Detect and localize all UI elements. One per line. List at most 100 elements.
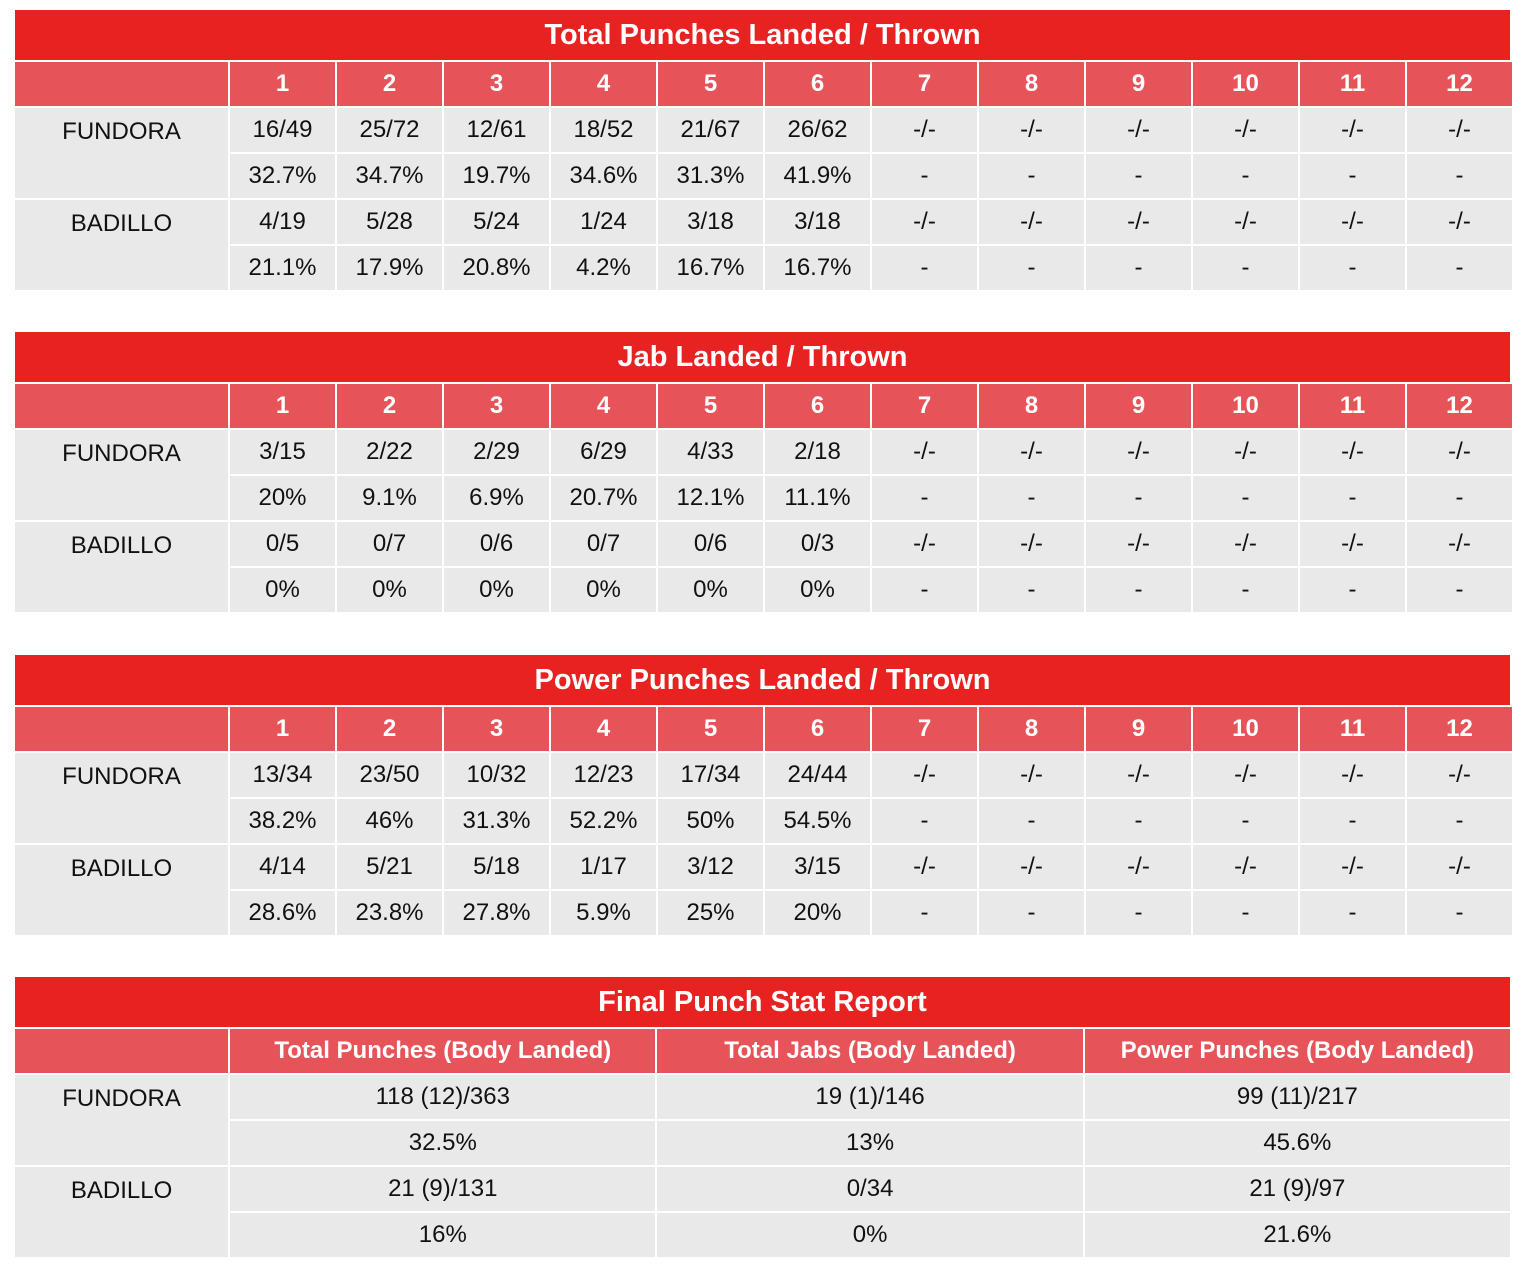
count-cell: 0/5: [228, 520, 335, 566]
pct-cell: -: [1405, 889, 1512, 935]
count-cell: -/-: [870, 428, 977, 474]
pct-cell: 16%: [228, 1211, 656, 1257]
pct-cell: 20.8%: [442, 244, 549, 290]
count-cell: 4/14: [228, 843, 335, 889]
count-cell: 0/3: [763, 520, 870, 566]
fighter-pct-row: 38.2% 46% 31.3% 52.2% 50% 54.5% - - - - - -: [15, 797, 1512, 843]
pct-cell: -: [1084, 889, 1191, 935]
pct-cell: -: [977, 566, 1084, 612]
header-blank: [15, 60, 228, 106]
pct-cell: 32.7%: [228, 152, 335, 198]
pct-cell: -: [1298, 474, 1405, 520]
pct-cell: 45.6%: [1082, 1119, 1510, 1165]
round-header: 7: [870, 60, 977, 106]
count-cell: 118 (12)/363: [228, 1073, 656, 1119]
pct-cell: -: [977, 152, 1084, 198]
header-row: Total Punches (Body Landed) Total Jabs (B…: [15, 1027, 1510, 1073]
pct-cell: 0%: [763, 566, 870, 612]
fighter-pct-row: 32.7% 34.7% 19.7% 34.6% 31.3% 41.9% - - - - - -: [15, 152, 1512, 198]
pct-cell: -: [1191, 244, 1298, 290]
count-cell: -/-: [870, 751, 977, 797]
pct-cell: 31.3%: [442, 797, 549, 843]
count-cell: -/-: [1298, 520, 1405, 566]
count-cell: -/-: [1298, 751, 1405, 797]
count-cell: 3/12: [656, 843, 763, 889]
round-header: 2: [335, 705, 442, 751]
count-cell: 10/32: [442, 751, 549, 797]
count-cell: 25/72: [335, 106, 442, 152]
round-header: 3: [442, 382, 549, 428]
jab-section: Jab Landed / Thrown 1 2 3 4 5 6 7 8 9 10 11 12 FUNDO…: [15, 332, 1512, 612]
stats-table: 1 2 3 4 5 6 7 8 9 10 11 12 FUNDORA 13/34 23/50 10/32 12/…: [15, 705, 1512, 935]
count-cell: 5/21: [335, 843, 442, 889]
pct-cell: 0%: [228, 566, 335, 612]
round-header: 10: [1191, 382, 1298, 428]
fighter-pct-row: 28.6% 23.8% 27.8% 5.9% 25% 20% - - - - - -: [15, 889, 1512, 935]
pct-cell: 12.1%: [656, 474, 763, 520]
round-header: 4: [549, 60, 656, 106]
count-cell: 19 (1)/146: [655, 1073, 1083, 1119]
count-cell: -/-: [1084, 751, 1191, 797]
round-header: 7: [870, 382, 977, 428]
round-header: 8: [977, 382, 1084, 428]
round-header: 1: [228, 705, 335, 751]
fighter-name: BADILLO: [15, 198, 228, 290]
pct-cell: -: [870, 889, 977, 935]
pct-cell: 5.9%: [549, 889, 656, 935]
round-header: 2: [335, 60, 442, 106]
pct-cell: 0%: [656, 566, 763, 612]
column-header: Power Punches (Body Landed): [1082, 1027, 1510, 1073]
pct-cell: -: [1405, 244, 1512, 290]
count-cell: -/-: [1405, 751, 1512, 797]
round-header: 5: [656, 705, 763, 751]
count-cell: -/-: [1298, 843, 1405, 889]
pct-cell: 11.1%: [763, 474, 870, 520]
fighter-count-row: BADILLO 0/5 0/7 0/6 0/7 0/6 0/3 -/- -/- -/- -/- -/-…: [15, 520, 1512, 612]
round-header: 9: [1084, 60, 1191, 106]
pct-cell: 27.8%: [442, 889, 549, 935]
count-cell: -/-: [870, 843, 977, 889]
fighter-pct-row: 32.5% 13% 45.6%: [15, 1119, 1510, 1165]
count-cell: -/-: [1298, 198, 1405, 244]
count-cell: -/-: [977, 428, 1084, 474]
section-title: Jab Landed / Thrown: [15, 332, 1510, 382]
pct-cell: -: [870, 797, 977, 843]
pct-cell: 17.9%: [335, 244, 442, 290]
pct-cell: 20.7%: [549, 474, 656, 520]
round-header: 10: [1191, 60, 1298, 106]
pct-cell: 20%: [763, 889, 870, 935]
pct-cell: 52.2%: [549, 797, 656, 843]
pct-cell: 28.6%: [228, 889, 335, 935]
fighter-count-row: FUNDORA 118 (12)/363 19 (1)/146 99 (11)/217: [15, 1073, 1510, 1165]
pct-cell: -: [1084, 152, 1191, 198]
count-cell: -/-: [1191, 520, 1298, 566]
round-header: 12: [1405, 382, 1512, 428]
pct-cell: 34.6%: [549, 152, 656, 198]
pct-cell: 19.7%: [442, 152, 549, 198]
count-cell: 0/7: [335, 520, 442, 566]
stats-table: 1 2 3 4 5 6 7 8 9 10 11 12 FUNDORA 16/49 25/72 12/61 18/…: [15, 60, 1512, 290]
count-cell: 3/15: [763, 843, 870, 889]
count-cell: -/-: [1298, 428, 1405, 474]
pct-cell: -: [977, 797, 1084, 843]
pct-cell: 16.7%: [656, 244, 763, 290]
count-cell: -/-: [870, 198, 977, 244]
pct-cell: 0%: [335, 566, 442, 612]
pct-cell: -: [870, 566, 977, 612]
count-cell: 1/17: [549, 843, 656, 889]
round-header: 6: [763, 705, 870, 751]
pct-cell: -: [977, 889, 1084, 935]
final-stats-table: Total Punches (Body Landed) Total Jabs (B…: [15, 1027, 1510, 1257]
fighter-pct-row: 20% 9.1% 6.9% 20.7% 12.1% 11.1% - - - - - -: [15, 474, 1512, 520]
round-header: 1: [228, 60, 335, 106]
count-cell: -/-: [1405, 106, 1512, 152]
pct-cell: -: [1298, 566, 1405, 612]
count-cell: 13/34: [228, 751, 335, 797]
count-cell: 2/29: [442, 428, 549, 474]
fighter-count-row: BADILLO 21 (9)/131 0/34 21 (9)/97: [15, 1165, 1510, 1257]
pct-cell: -: [1191, 152, 1298, 198]
count-cell: 21 (9)/131: [228, 1165, 656, 1211]
header-row: 1 2 3 4 5 6 7 8 9 10 11 12: [15, 382, 1512, 428]
header-row: 1 2 3 4 5 6 7 8 9 10 11 12: [15, 60, 1512, 106]
count-cell: 21/67: [656, 106, 763, 152]
